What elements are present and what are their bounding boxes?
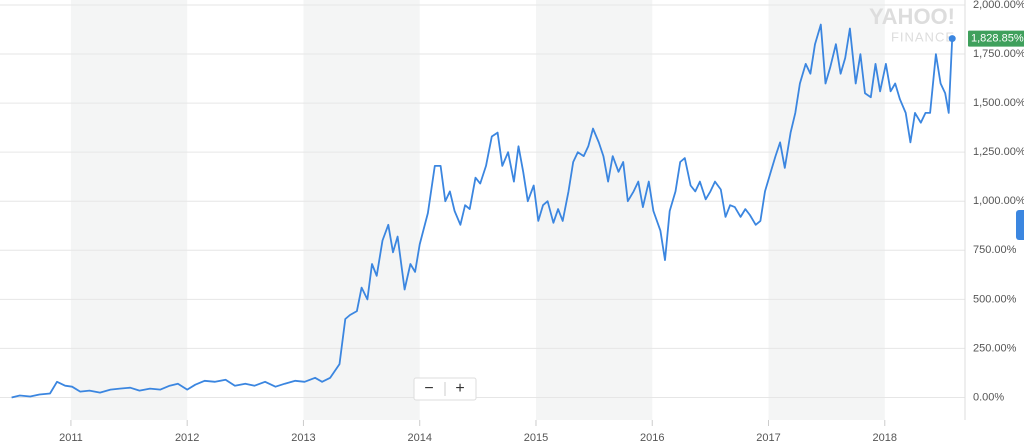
x-tick-label: 2018 [873,432,897,444]
y-tick-label: 250.00% [973,342,1017,354]
y-tick-label: 1,250.00% [973,146,1024,158]
year-band [303,0,420,420]
x-tick-label: 2015 [524,432,548,444]
x-tick-label: 2017 [756,432,780,444]
bands [70,0,885,420]
x-tick-label: 2016 [640,432,664,444]
y-tick-label: 2,000.00% [973,0,1024,11]
year-band [70,0,188,420]
current-label: 1,828.85% [971,32,1024,44]
grid [0,4,965,426]
zoom-in[interactable]: + [455,380,464,397]
watermark: YAHOO! [869,4,955,29]
y-tick-label: 1,750.00% [973,48,1024,60]
y-tick-label: 0.00% [973,391,1004,403]
y-tick-label: 1,000.00% [973,195,1024,207]
y-tick-label: 1,500.00% [973,97,1024,109]
zoom-control: − + [413,377,477,401]
side-tab[interactable] [1016,210,1024,240]
watermark: FINANCE [891,29,955,44]
last-point [948,35,956,43]
year-band [535,0,653,420]
zoom-out[interactable]: − [424,380,433,397]
x-tick-label: 2013 [291,432,315,444]
y-tick-label: 750.00% [973,244,1017,256]
year-band [768,0,885,420]
x-tick-label: 2011 [59,432,83,444]
price-line [11,23,954,399]
x-tick-label: 2012 [175,432,199,444]
current-label-box [968,30,1024,47]
x-tick-label: 2014 [407,432,431,444]
y-tick-label: 500.00% [973,293,1017,305]
plot: 1,828.85% [11,23,1024,399]
